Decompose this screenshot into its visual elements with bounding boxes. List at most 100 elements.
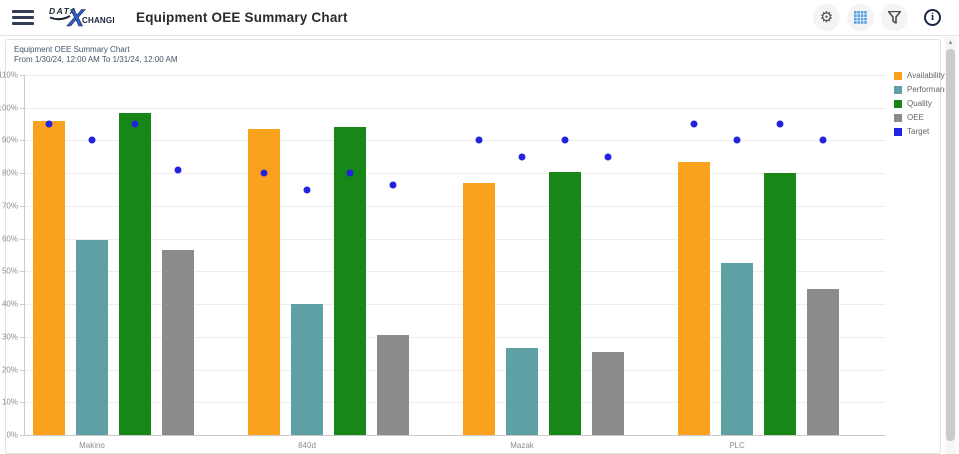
bar-availability-plc[interactable] — [678, 161, 710, 435]
gridline — [25, 205, 885, 207]
y-axis-tick — [20, 75, 25, 76]
info-button[interactable]: i — [924, 9, 941, 26]
legend-swatch-quality — [894, 99, 902, 108]
x-axis-label: 840d — [298, 441, 316, 450]
legend-label: Availability — [907, 71, 945, 80]
legend-item-availability[interactable]: Availability — [894, 71, 953, 80]
grid-icon — [854, 11, 867, 24]
bar-oee-mazak[interactable] — [592, 351, 624, 435]
plot-area — [20, 75, 885, 436]
target-dot-oee-840d[interactable] — [389, 181, 397, 189]
y-axis-label: 0% — [6, 430, 18, 440]
bar-quality-plc[interactable] — [764, 173, 796, 435]
target-dot-quality-plc[interactable] — [776, 120, 784, 128]
y-axis-tick — [20, 336, 25, 338]
bar-performance-mazak[interactable] — [506, 348, 538, 435]
target-dot-performance-840d[interactable] — [303, 186, 311, 194]
target-dot-availability-mazak[interactable] — [475, 136, 483, 144]
legend-item-performance[interactable]: Performance — [894, 85, 953, 94]
bar-performance-makino[interactable] — [76, 240, 108, 435]
y-axis-tick — [20, 271, 25, 273]
gridline — [25, 402, 885, 404]
gridline — [25, 369, 885, 371]
bar-quality-mazak[interactable] — [549, 171, 581, 435]
scrollbar-thumb[interactable] — [946, 49, 955, 441]
bar-availability-mazak[interactable] — [463, 183, 495, 435]
y-axis-label: 70% — [1, 201, 18, 211]
legend-swatch-availability — [894, 71, 902, 80]
target-dot-availability-makino[interactable] — [45, 120, 53, 128]
gridline — [25, 336, 885, 338]
scrollbar[interactable]: ▲ — [945, 37, 956, 454]
menu-icon[interactable] — [12, 10, 34, 25]
legend-item-oee[interactable]: OEE — [894, 113, 953, 122]
bar-oee-makino[interactable] — [162, 250, 194, 435]
target-dot-oee-makino[interactable] — [174, 166, 182, 174]
gridline — [25, 107, 885, 109]
bar-performance-840d[interactable] — [291, 304, 323, 435]
scroll-up-icon[interactable]: ▲ — [947, 39, 954, 46]
gridline — [25, 173, 885, 175]
target-dot-oee-mazak[interactable] — [604, 153, 612, 161]
target-dot-quality-840d[interactable] — [346, 169, 354, 177]
gridline — [25, 304, 885, 306]
filter-button[interactable] — [881, 4, 908, 31]
gridline — [25, 271, 885, 273]
bar-availability-makino[interactable] — [33, 120, 65, 435]
y-axis-label: 20% — [1, 365, 18, 375]
y-axis-tick — [20, 304, 25, 306]
x-axis-label: Makino — [79, 441, 105, 450]
target-dot-quality-mazak[interactable] — [561, 136, 569, 144]
target-dot-performance-mazak[interactable] — [518, 153, 526, 161]
chart-card: Equipment OEE Summary Chart From 1/30/24… — [0, 39, 953, 454]
legend: Availability Performance Quality OEE Target — [894, 71, 953, 141]
target-dot-availability-plc[interactable] — [690, 120, 698, 128]
logo-text-x: X — [66, 5, 86, 32]
y-axis-tick — [20, 205, 25, 207]
target-dot-oee-plc[interactable] — [819, 136, 827, 144]
bar-oee-plc[interactable] — [807, 289, 839, 435]
y-axis-label: 60% — [1, 234, 18, 244]
bar-performance-plc[interactable] — [721, 263, 753, 435]
gear-icon: ⚙ — [819, 9, 834, 26]
legend-swatch-performance — [894, 85, 902, 94]
legend-swatch-target — [894, 127, 902, 136]
y-axis-line — [24, 75, 25, 436]
filter-icon — [888, 11, 901, 24]
x-axis-label: Mazak — [510, 441, 534, 450]
legend-item-quality[interactable]: Quality — [894, 99, 953, 108]
y-axis-tick — [20, 435, 25, 436]
page-title: Equipment OEE Summary Chart — [136, 10, 348, 25]
y-axis-tick — [20, 402, 25, 404]
grid-view-button[interactable] — [847, 4, 874, 31]
target-dot-performance-makino[interactable] — [88, 136, 96, 144]
legend-label: Quality — [907, 99, 932, 108]
bar-quality-840d[interactable] — [334, 127, 366, 435]
bar-quality-makino[interactable] — [119, 112, 151, 435]
y-axis-label: 100% — [0, 103, 18, 113]
bar-availability-840d[interactable] — [248, 129, 280, 435]
y-axis-tick — [20, 369, 25, 371]
target-dot-performance-plc[interactable] — [733, 136, 741, 144]
legend-label: Performance — [907, 85, 953, 94]
target-dot-quality-makino[interactable] — [131, 120, 139, 128]
legend-swatch-oee — [894, 113, 902, 122]
x-axis-label: PLC — [729, 441, 745, 450]
y-axis-label: 40% — [1, 299, 18, 309]
legend-item-target[interactable]: Target — [894, 127, 953, 136]
y-axis-label: 90% — [1, 135, 18, 145]
gridline — [25, 140, 885, 142]
gridline — [25, 75, 885, 76]
settings-button[interactable]: ⚙ — [813, 4, 840, 31]
y-axis-label: 80% — [1, 168, 18, 178]
bar-oee-840d[interactable] — [377, 335, 409, 435]
gridline — [25, 435, 885, 436]
y-axis-label: 110% — [0, 70, 18, 80]
legend-label: OEE — [907, 113, 924, 122]
target-dot-availability-840d[interactable] — [260, 169, 268, 177]
y-axis-label: 10% — [1, 397, 18, 407]
